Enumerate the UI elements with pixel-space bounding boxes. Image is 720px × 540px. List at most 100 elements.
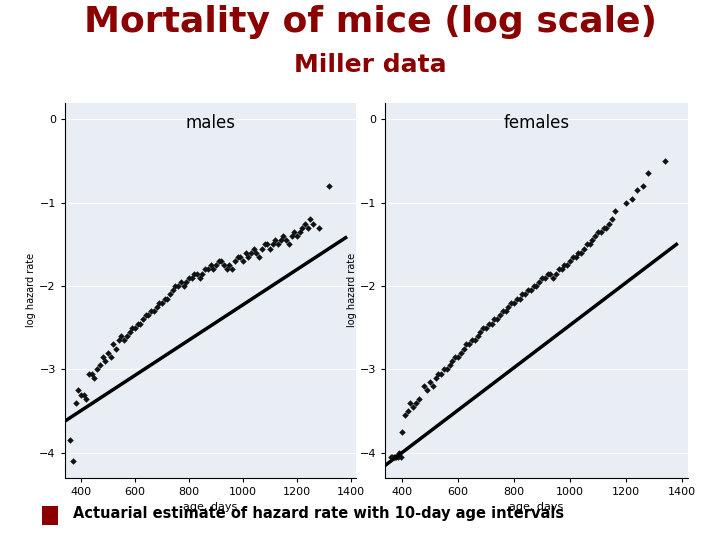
Point: [626, 194, 637, 203]
Point: [421, 386, 433, 395]
Point: [204, 261, 216, 269]
Point: [446, 357, 458, 366]
Point: [564, 256, 576, 265]
Point: [534, 278, 545, 286]
Point: [536, 273, 548, 282]
Point: [213, 256, 225, 265]
Point: [143, 311, 154, 320]
Point: [121, 332, 132, 340]
Point: [164, 290, 176, 299]
Point: [567, 253, 579, 261]
Point: [289, 227, 300, 236]
Point: [480, 323, 492, 332]
Point: [170, 282, 181, 291]
Point: [110, 345, 122, 353]
Point: [210, 261, 222, 269]
Point: [113, 336, 125, 345]
Point: [391, 453, 402, 461]
Point: [436, 369, 447, 378]
Point: [99, 357, 111, 366]
Point: [153, 299, 165, 307]
Point: [118, 336, 130, 345]
Point: [531, 282, 542, 291]
Point: [294, 227, 305, 236]
Point: [135, 319, 146, 328]
Point: [413, 394, 425, 403]
Point: [129, 323, 140, 332]
Point: [224, 261, 235, 269]
Point: [584, 240, 595, 249]
Point: [140, 311, 151, 320]
Point: [216, 256, 228, 265]
Point: [528, 282, 539, 291]
Point: [81, 394, 92, 403]
Point: [575, 248, 587, 257]
Point: [517, 290, 528, 299]
Point: [522, 286, 534, 295]
Point: [91, 365, 103, 374]
Point: [264, 244, 276, 253]
Point: [297, 224, 308, 232]
Text: males: males: [186, 114, 235, 132]
Point: [132, 319, 143, 328]
Point: [393, 449, 405, 457]
Point: [418, 382, 430, 390]
Point: [505, 299, 517, 307]
Point: [107, 340, 119, 349]
Point: [302, 224, 313, 232]
Point: [477, 323, 489, 332]
Point: [598, 224, 609, 232]
Point: [556, 265, 567, 274]
Point: [189, 269, 200, 278]
Point: [508, 299, 520, 307]
Text: Actuarial estimate of hazard rate with 10-day age intervals: Actuarial estimate of hazard rate with 1…: [73, 506, 564, 521]
Point: [544, 269, 556, 278]
Point: [474, 328, 486, 336]
Point: [581, 240, 593, 249]
Point: [78, 390, 89, 399]
Point: [388, 453, 400, 461]
Point: [467, 336, 478, 345]
Point: [218, 261, 230, 269]
Point: [461, 340, 472, 349]
X-axis label: age, days: age, days: [184, 503, 238, 512]
Point: [430, 374, 441, 382]
Point: [148, 307, 160, 315]
Point: [396, 428, 408, 436]
Point: [570, 253, 581, 261]
Point: [251, 248, 262, 257]
Y-axis label: log hazard rate: log hazard rate: [347, 253, 357, 327]
Point: [197, 269, 208, 278]
Point: [438, 365, 450, 374]
Point: [631, 186, 643, 194]
Point: [312, 224, 324, 232]
Point: [595, 227, 606, 236]
Point: [399, 411, 410, 420]
Point: [159, 294, 171, 303]
Point: [464, 340, 475, 349]
Point: [194, 273, 206, 282]
Point: [226, 265, 238, 274]
Point: [550, 269, 562, 278]
Point: [572, 248, 584, 257]
Point: [275, 236, 287, 245]
Bar: [42, 506, 58, 525]
Point: [405, 399, 416, 407]
Point: [84, 369, 95, 378]
Point: [207, 265, 219, 274]
Point: [578, 244, 590, 253]
Point: [539, 273, 551, 282]
Point: [424, 377, 436, 386]
Point: [609, 207, 621, 215]
Point: [562, 261, 573, 269]
Text: females: females: [503, 114, 570, 132]
Point: [387, 453, 398, 461]
Point: [427, 382, 438, 390]
Point: [449, 353, 461, 361]
Point: [199, 265, 211, 274]
Point: [305, 215, 316, 224]
Point: [161, 294, 173, 303]
Point: [70, 399, 81, 407]
Point: [514, 294, 526, 303]
Point: [392, 453, 404, 461]
